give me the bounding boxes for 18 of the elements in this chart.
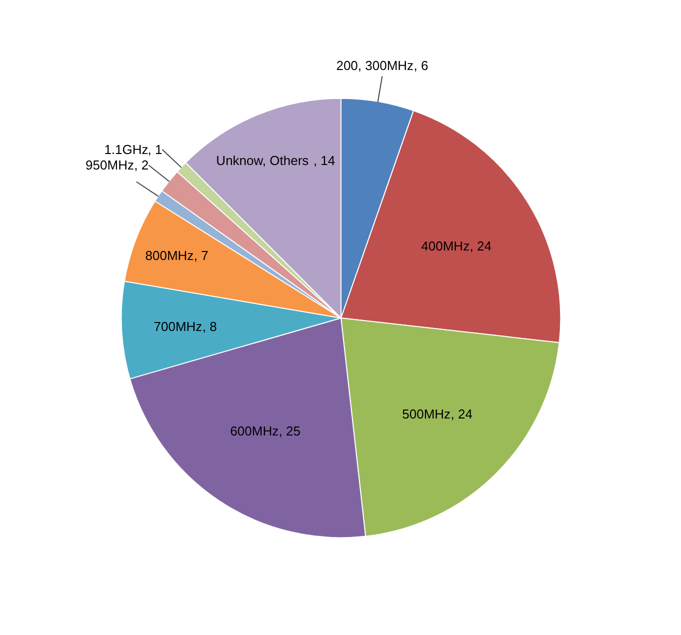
data-label: , 24 bbox=[450, 406, 472, 422]
data-label: , 7 bbox=[194, 248, 208, 264]
slice-label: 1.1GHz bbox=[104, 142, 148, 158]
slice-label: 800MHz bbox=[145, 248, 194, 264]
slice-label: Unknow, Others bbox=[216, 153, 310, 168]
slice-label: 700MHz bbox=[154, 319, 202, 334]
slice-label: 400MHz bbox=[421, 238, 470, 254]
slice-label: 500MHz bbox=[402, 406, 451, 422]
slice-label: 600MHz bbox=[230, 423, 279, 438]
slice-label: 950MHz bbox=[86, 158, 134, 173]
data-label: , 24 bbox=[470, 238, 492, 254]
data-label: , 8 bbox=[202, 319, 217, 334]
data-label: , 25 bbox=[278, 423, 300, 438]
slice-label: 200, 300MHz bbox=[336, 58, 414, 73]
data-label: , 6 bbox=[414, 58, 428, 73]
data-label: , 2 bbox=[134, 158, 149, 173]
data-label: , 14 bbox=[313, 153, 336, 168]
data-label: , 1 bbox=[148, 142, 162, 158]
